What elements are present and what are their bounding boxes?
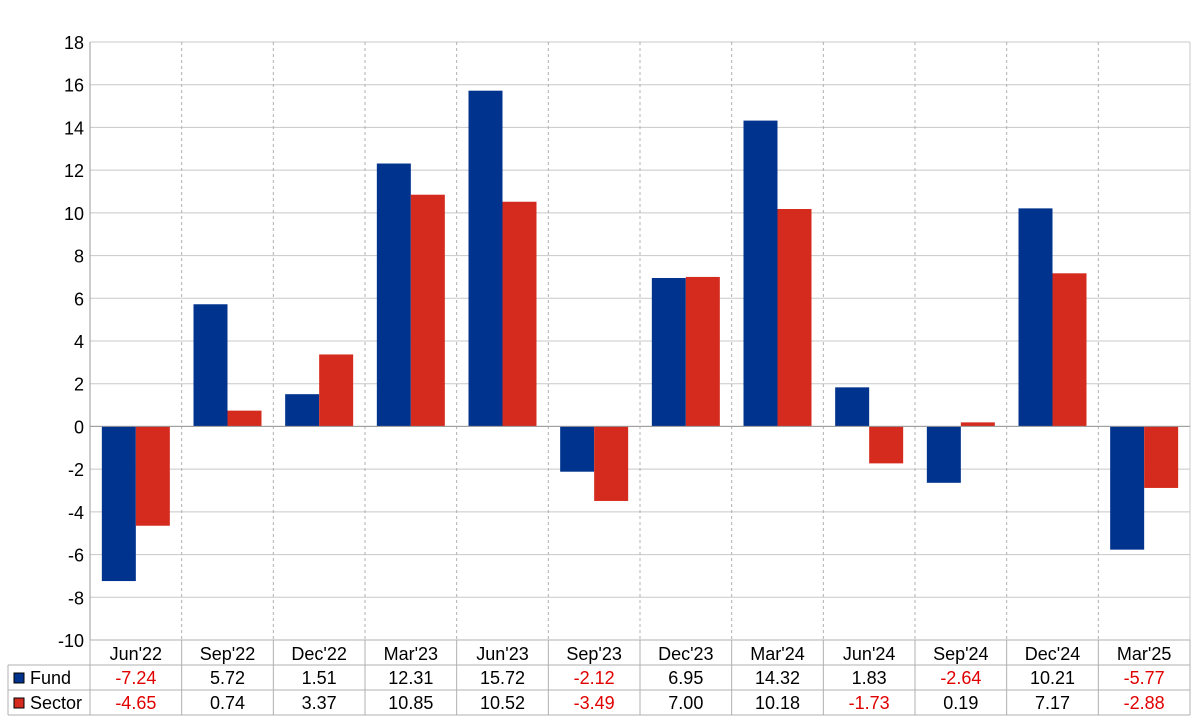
x-category-label: Dec'23 bbox=[658, 644, 713, 664]
data-label-fund: -2.64 bbox=[940, 668, 981, 688]
bar-fund-1 bbox=[193, 304, 228, 427]
bar-fund-7 bbox=[743, 120, 778, 427]
grid-layer bbox=[90, 41, 1191, 641]
data-label-sector: 10.52 bbox=[480, 693, 525, 713]
x-category-label: Jun'22 bbox=[110, 644, 162, 664]
data-label-fund: 1.83 bbox=[852, 668, 887, 688]
data-label-sector: 3.37 bbox=[302, 693, 337, 713]
x-category-label: Sep'22 bbox=[200, 644, 256, 664]
y-tick-label: 14 bbox=[64, 118, 84, 138]
y-tick-label: -10 bbox=[58, 631, 84, 651]
bar-sector-2 bbox=[319, 354, 354, 427]
bar-sector-3 bbox=[410, 194, 445, 427]
x-category-label: Jun'24 bbox=[843, 644, 895, 664]
bar-fund-2 bbox=[285, 394, 320, 427]
y-tick-label: 16 bbox=[64, 76, 84, 96]
bar-fund-6 bbox=[651, 277, 686, 427]
bar-sector-0 bbox=[135, 426, 170, 526]
bar-sector-11 bbox=[1144, 426, 1179, 488]
y-tick-label: 6 bbox=[74, 289, 84, 309]
bar-fund-4 bbox=[468, 90, 503, 427]
data-label-fund: 5.72 bbox=[210, 668, 245, 688]
bar-sector-6 bbox=[685, 276, 720, 427]
bar-fund-11 bbox=[1110, 426, 1145, 550]
legend-swatch-sector bbox=[13, 697, 25, 709]
bar-sector-4 bbox=[502, 201, 537, 427]
bar-fund-10 bbox=[1018, 208, 1053, 427]
data-label-fund: -5.77 bbox=[1124, 668, 1165, 688]
legend-swatch-fund bbox=[13, 672, 25, 684]
data-label-fund: 12.31 bbox=[388, 668, 433, 688]
data-label-sector: 10.85 bbox=[388, 693, 433, 713]
bar-fund-3 bbox=[376, 163, 411, 427]
y-tick-label: -6 bbox=[68, 546, 84, 566]
bar-sector-10 bbox=[1052, 273, 1087, 427]
data-label-fund: 10.21 bbox=[1030, 668, 1075, 688]
y-tick-label: -4 bbox=[68, 503, 84, 523]
data-label-sector: 0.74 bbox=[210, 693, 245, 713]
data-label-sector: 0.19 bbox=[943, 693, 978, 713]
y-tick-label: 4 bbox=[74, 332, 84, 352]
x-category-label: Dec'22 bbox=[291, 644, 346, 664]
bar-sector-8 bbox=[869, 426, 904, 464]
y-tick-label: -8 bbox=[68, 588, 84, 608]
bar-sector-7 bbox=[777, 209, 812, 427]
data-label-fund: -2.12 bbox=[574, 668, 615, 688]
bar-fund-8 bbox=[835, 387, 870, 427]
x-category-label: Mar'23 bbox=[384, 644, 438, 664]
x-category-label: Mar'24 bbox=[750, 644, 804, 664]
data-table: Jun'22 Sep'22 Dec'22 Mar'23 Jun'23 Sep'23 Dec'… bbox=[7, 639, 1191, 716]
bar-layer bbox=[101, 90, 1179, 582]
data-label-sector: -2.88 bbox=[1124, 693, 1165, 713]
y-tick-label: 8 bbox=[74, 247, 84, 267]
data-label-sector: -4.65 bbox=[115, 693, 156, 713]
y-tick-label: -2 bbox=[68, 460, 84, 480]
y-tick-label: 12 bbox=[64, 161, 84, 181]
data-label-sector: -3.49 bbox=[574, 693, 615, 713]
x-category-label: Mar'25 bbox=[1117, 644, 1171, 664]
data-label-fund: 14.32 bbox=[755, 668, 800, 688]
legend-label-fund: Fund bbox=[30, 668, 71, 688]
x-category-label: Sep'24 bbox=[933, 644, 989, 664]
bar-fund-5 bbox=[560, 426, 595, 472]
x-category-label: Dec'24 bbox=[1025, 644, 1080, 664]
bar-fund-0 bbox=[101, 426, 136, 582]
y-tick-label: 18 bbox=[64, 33, 84, 53]
axis-layer: 18 16 14 12 10 8 6 4 2 0 -2 -4 -6 -8 -10 bbox=[58, 33, 1190, 651]
data-label-fund: 1.51 bbox=[302, 668, 337, 688]
data-label-sector: -1.73 bbox=[849, 693, 890, 713]
y-tick-label: 0 bbox=[74, 417, 84, 437]
x-category-label: Sep'23 bbox=[566, 644, 622, 664]
data-label-sector: 7.00 bbox=[668, 693, 703, 713]
data-label-fund: 6.95 bbox=[668, 668, 703, 688]
y-tick-label: 2 bbox=[74, 375, 84, 395]
bar-sector-1 bbox=[227, 410, 262, 427]
data-label-sector: 7.17 bbox=[1035, 693, 1070, 713]
bar-fund-9 bbox=[926, 426, 961, 483]
data-label-fund: 15.72 bbox=[480, 668, 525, 688]
x-category-label: Jun'23 bbox=[476, 644, 528, 664]
data-label-fund: -7.24 bbox=[115, 668, 156, 688]
y-tick-label: 10 bbox=[64, 204, 84, 224]
legend-label-sector: Sector bbox=[30, 693, 82, 713]
bar-sector-9 bbox=[960, 422, 995, 427]
bar-sector-5 bbox=[594, 426, 629, 501]
data-label-sector: 10.18 bbox=[755, 693, 800, 713]
